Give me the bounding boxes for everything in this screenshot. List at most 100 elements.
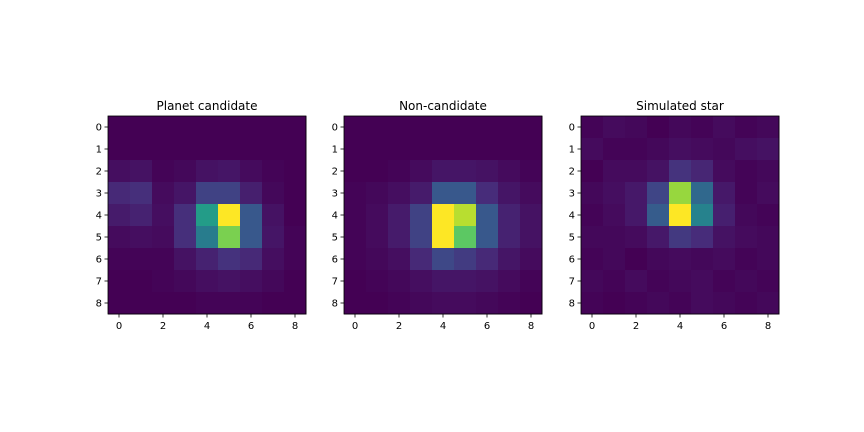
heatmap-cell: [520, 116, 543, 139]
heatmap-cell: [757, 248, 780, 271]
heatmap-cell: [647, 292, 670, 315]
heatmap-cell: [344, 226, 367, 249]
heatmap-cell: [262, 160, 285, 183]
heatmap-cell: [669, 138, 692, 161]
y-tick-label: 1: [96, 145, 102, 156]
heatmap-cell: [603, 116, 626, 139]
y-tick-label: 6: [332, 255, 338, 266]
heatmap-cell: [498, 292, 521, 315]
heatmap-cell: [735, 116, 758, 139]
panel-non-candidate: Non-candidate 0 1 2 3 4 5 6 7 8 0 2 4 6 8: [332, 99, 543, 332]
heatmap-cell: [108, 270, 131, 293]
heatmap-cell: [603, 226, 626, 249]
heatmap-cell: [603, 160, 626, 183]
heatmap-cell: [130, 182, 153, 205]
heatmap-cell: [713, 226, 736, 249]
heatmap-cell: [388, 270, 411, 293]
y-tick-label: 1: [332, 145, 338, 156]
heatmap-cell: [366, 248, 389, 271]
heatmap-cell: [735, 270, 758, 293]
heatmap-cell: [344, 138, 367, 161]
heatmap-cell: [581, 116, 604, 139]
heatmap-cell: [713, 248, 736, 271]
heatmap-cell: [691, 270, 714, 293]
heatmap-cell: [240, 292, 263, 315]
heatmap-cell: [625, 116, 648, 139]
heatmap-cell: [108, 182, 131, 205]
heatmap-cell: [344, 116, 367, 139]
heatmap-cell: [625, 226, 648, 249]
heatmap-cell: [410, 160, 433, 183]
x-tick-label: 6: [721, 321, 727, 332]
heatmap-cell: [713, 160, 736, 183]
heatmap-cell: [691, 248, 714, 271]
heatmap-cells: [581, 116, 780, 315]
heatmap-cell: [218, 182, 241, 205]
heatmap-cell: [432, 116, 455, 139]
heatmap-cell: [498, 160, 521, 183]
heatmap-cell: [344, 182, 367, 205]
heatmap-cell: [603, 182, 626, 205]
heatmap-cell: [454, 248, 477, 271]
heatmap-cell: [757, 182, 780, 205]
heatmap-cell: [647, 226, 670, 249]
heatmap-cell: [152, 226, 175, 249]
heatmap-cell: [647, 270, 670, 293]
x-tick-label: 2: [633, 321, 639, 332]
y-tick-label: 8: [569, 299, 575, 310]
y-tick-label: 8: [332, 299, 338, 310]
heatmap-cell: [218, 248, 241, 271]
heatmap-cell: [366, 160, 389, 183]
heatmap-cell: [669, 182, 692, 205]
heatmap-cell: [735, 292, 758, 315]
heatmap-cell: [410, 204, 433, 227]
y-tick-label: 5: [96, 233, 102, 244]
heatmap-cell: [262, 248, 285, 271]
heatmap-cell: [713, 292, 736, 315]
heatmap-cell: [262, 270, 285, 293]
heatmap-cell: [454, 226, 477, 249]
heatmap-cell: [196, 116, 219, 139]
y-tick-label: 0: [332, 123, 338, 134]
heatmap-cell: [713, 204, 736, 227]
heatmap-cell: [240, 226, 263, 249]
heatmap-cell: [669, 226, 692, 249]
heatmap-cell: [691, 116, 714, 139]
heatmap-cell: [625, 270, 648, 293]
heatmap-cell: [344, 270, 367, 293]
heatmap-cell: [284, 160, 307, 183]
x-tick-label: 8: [765, 321, 771, 332]
heatmap-cell: [152, 116, 175, 139]
heatmap-cell: [388, 248, 411, 271]
y-tick-label: 8: [96, 299, 102, 310]
heatmap-cell: [218, 160, 241, 183]
heatmap-cell: [388, 204, 411, 227]
heatmap-cell: [388, 160, 411, 183]
heatmap-cell: [581, 226, 604, 249]
heatmap-cell: [454, 138, 477, 161]
heatmap-cell: [581, 182, 604, 205]
heatmap-cell: [284, 248, 307, 271]
heatmap-cell: [432, 226, 455, 249]
heatmap-cell: [108, 116, 131, 139]
heatmap-cell: [625, 248, 648, 271]
heatmap-cell: [196, 138, 219, 161]
heatmap-cell: [432, 270, 455, 293]
y-tick-label: 3: [96, 189, 102, 200]
heatmap-cell: [108, 138, 131, 161]
heatmap-cell: [581, 160, 604, 183]
heatmap-cell: [130, 292, 153, 315]
heatmap-cell: [581, 270, 604, 293]
heatmap-cell: [454, 182, 477, 205]
heatmap-cell: [432, 160, 455, 183]
heatmap-cell: [218, 138, 241, 161]
heatmap-cell: [713, 116, 736, 139]
heatmap-cell: [625, 204, 648, 227]
heatmap-cell: [284, 204, 307, 227]
heatmap-cell: [669, 204, 692, 227]
y-tick-label: 7: [569, 277, 575, 288]
heatmap-cell: [476, 270, 499, 293]
heatmap-cell: [625, 160, 648, 183]
heatmap-cell: [366, 204, 389, 227]
panel-simulated-star: Simulated star 0 1 2 3 4 5 6 7 8 0 2 4 6 8: [569, 99, 780, 332]
